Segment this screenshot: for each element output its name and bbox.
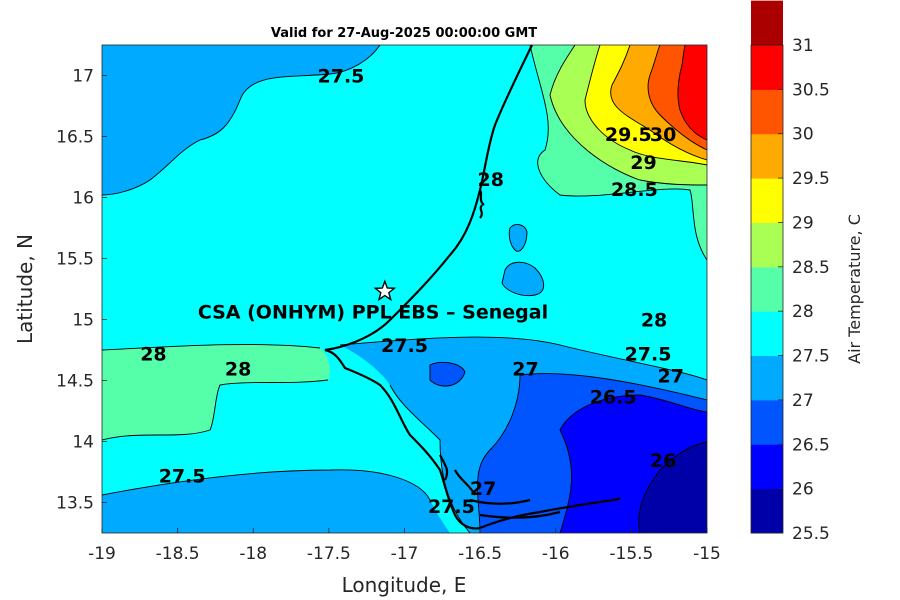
site-label: CSA (ONHYM) PPL EBS – Senegal — [198, 301, 548, 323]
contour-label: 28 — [225, 358, 251, 380]
colorbar-tick-label: 26 — [792, 480, 814, 500]
colorbar-swatch — [751, 355, 783, 401]
x-tick-label: -17.5 — [307, 544, 351, 564]
y-tick-label: 15.5 — [56, 250, 94, 270]
colorbar-swatch — [751, 45, 783, 90]
colorbar-swatch — [751, 133, 783, 179]
x-tick-label: -16.5 — [458, 544, 502, 564]
colorbar-tick-label: 28.5 — [792, 258, 830, 278]
y-axis-label: Latitude, N — [13, 234, 37, 344]
contour-label: 29 — [630, 152, 656, 174]
coastline — [324, 45, 621, 530]
colorbar-tick-label: 29 — [792, 213, 814, 233]
contour-label: 27 — [470, 478, 496, 500]
colorbar-swatch — [751, 222, 783, 268]
site-star-icon — [373, 279, 397, 302]
x-tick-label: -18.5 — [156, 544, 200, 564]
contour-label: 29.5 — [605, 124, 652, 146]
x-axis-ticks: -19 -18.5 -18 -17.5 -17 -16.5 -16 -15.5 -15 — [88, 528, 721, 564]
y-tick-label: 13.5 — [56, 494, 94, 514]
contour-label: 26.5 — [590, 386, 637, 408]
y-tick-label: 16.5 — [56, 128, 94, 148]
y-tick-label: 14 — [72, 433, 94, 453]
colorbar-tick-label: 28 — [792, 302, 814, 322]
y-axis-ticks: 13.5 14 14.5 15 15.5 16 16.5 17 — [56, 67, 107, 514]
contour-label: 28.5 — [611, 179, 658, 201]
colorbar-tick-label: 25.5 — [792, 524, 830, 544]
contour-label: 28 — [641, 310, 667, 332]
colorbar-swatch — [751, 311, 783, 357]
x-tick-label: -15 — [693, 544, 721, 564]
x-axis-label: Longitude, E — [342, 573, 467, 597]
colorbar-swatch — [751, 89, 783, 135]
contour-labels: 27.52829.5302928.5282827.5272827.52726.5… — [140, 66, 684, 519]
band-27.5-28-west — [102, 344, 330, 440]
x-tick-label: -17 — [391, 544, 419, 564]
colorbar-tick-label: 27.5 — [792, 347, 830, 367]
y-tick-label: 15 — [72, 311, 94, 331]
contour-label: 27.5 — [159, 466, 206, 488]
band-blob-2 — [502, 262, 544, 296]
chart-title: Valid for 27-Aug-2025 00:00:00 GMT — [271, 26, 537, 41]
contour-label: 27 — [657, 366, 683, 388]
y-tick-label: 16 — [72, 189, 94, 209]
contour-label: 27.5 — [625, 344, 672, 366]
colorbar-swatch — [751, 444, 783, 490]
x-tick-label: -16 — [542, 544, 570, 564]
x-tick-label: -15.5 — [609, 544, 653, 564]
colorbar-swatch — [751, 266, 783, 312]
contour-label: 27.5 — [381, 335, 428, 357]
colorbar-tick-label: 30 — [792, 125, 814, 145]
plot-area: CSA (ONHYM) PPL EBS – Senegal 27.5 28 29.5… — [102, 45, 707, 533]
colorbar-tick-label: 26.5 — [792, 435, 830, 455]
colorbar-swatch — [751, 488, 783, 534]
contour-label: 26 — [650, 450, 676, 472]
colorbar: 25.5 26 26.5 27 27.5 28 28.5 29 29.5 30 30.5 31 — [751, 0, 830, 544]
colorbar-tick-label: 27 — [792, 391, 814, 411]
band-blob-1 — [509, 224, 527, 252]
colorbar-label: Air Temperature, C — [845, 214, 864, 364]
band-27-27.5-sw — [102, 469, 450, 533]
contour-lines — [102, 45, 707, 533]
band-25.5-26 — [638, 442, 707, 533]
contour-label: 27.5 — [428, 496, 475, 518]
contour-label: 27 — [512, 358, 538, 380]
contour-label: 27.5 — [318, 66, 365, 88]
colorbar-tick-label: 31 — [792, 36, 814, 56]
colorbar-frame — [750, 44, 784, 534]
x-tick-label: -18 — [239, 544, 267, 564]
y-tick-label: 17 — [72, 67, 94, 87]
x-tick-label: -19 — [88, 544, 116, 564]
band-27-small — [430, 362, 465, 387]
contour-label: 30 — [650, 124, 676, 146]
band-26.5-27-nw — [102, 45, 707, 195]
contour-label: 28 — [477, 169, 503, 191]
band-30-30.5 — [677, 45, 707, 140]
colorbar-tick-label: 29.5 — [792, 169, 830, 189]
colorbar-swatch — [751, 399, 783, 445]
contour-label: 28 — [140, 344, 166, 366]
colorbar-swatch — [751, 178, 783, 223]
colorbar-swatch — [751, 0, 783, 46]
colorbar-tick-label: 30.5 — [792, 80, 830, 100]
y-tick-label: 14.5 — [56, 372, 94, 392]
